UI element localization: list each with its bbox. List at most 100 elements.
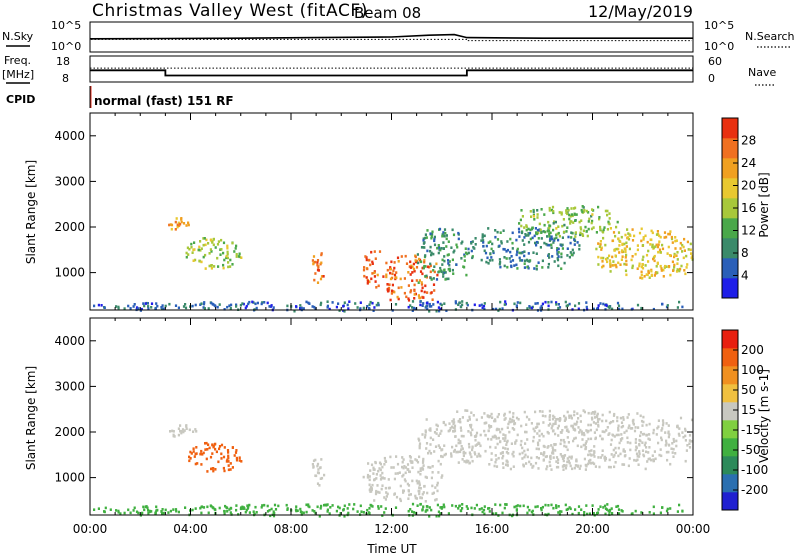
data-cell — [567, 235, 570, 239]
data-cell — [628, 457, 631, 460]
data-cell — [679, 241, 682, 245]
data-cell — [416, 253, 419, 256]
data-cell — [641, 441, 644, 444]
data-cell — [471, 445, 474, 449]
data-cell — [393, 266, 396, 270]
data-cell — [162, 307, 165, 310]
data-cell — [305, 510, 308, 514]
data-cell — [437, 510, 440, 514]
data-cell — [164, 304, 167, 308]
data-cell — [392, 269, 395, 273]
data-cell — [211, 241, 214, 244]
data-cell — [385, 275, 388, 279]
data-cell — [154, 307, 157, 311]
data-cell — [465, 301, 468, 305]
data-cell — [443, 234, 446, 238]
data-cell — [560, 255, 563, 259]
data-cell — [468, 461, 471, 465]
data-cell — [177, 427, 180, 430]
data-cell — [501, 462, 505, 465]
data-cell — [636, 248, 639, 252]
data-cell — [143, 304, 146, 308]
data-cell — [599, 240, 602, 243]
data-cell — [436, 246, 439, 250]
data-cell — [170, 223, 174, 227]
data-cell — [429, 270, 432, 274]
data-cell — [415, 459, 418, 462]
data-cell — [456, 450, 459, 454]
data-cell — [565, 464, 568, 467]
data-cell — [366, 476, 369, 479]
data-cell — [612, 420, 615, 423]
data-cell — [399, 499, 402, 503]
data-cell — [547, 512, 550, 516]
data-cell — [434, 445, 438, 448]
data-cell — [604, 512, 607, 516]
data-cell — [552, 222, 555, 225]
data-cell — [367, 511, 370, 514]
data-cell — [195, 446, 198, 449]
data-cell — [603, 455, 607, 459]
data-cell — [564, 503, 567, 507]
data-cell — [589, 437, 593, 441]
data-cell — [436, 424, 439, 428]
data-cell — [560, 211, 563, 214]
data-cell — [407, 489, 410, 493]
data-cell — [393, 261, 396, 264]
data-cell — [492, 307, 495, 311]
data-cell — [580, 208, 583, 212]
data-cell — [432, 491, 435, 495]
data-cell — [676, 510, 679, 513]
data-cell — [447, 429, 450, 433]
data-cell — [536, 441, 540, 445]
data-cell — [209, 238, 212, 242]
data-cell — [612, 455, 615, 459]
data-cell — [409, 273, 412, 276]
data-cell — [180, 220, 183, 224]
data-cell — [651, 245, 654, 249]
data-cell — [311, 463, 314, 466]
x-tick-label: 16:00 — [475, 522, 510, 536]
data-cell — [202, 243, 205, 247]
data-cell — [413, 297, 416, 300]
data-cell — [475, 431, 479, 435]
data-cell — [205, 238, 208, 242]
data-cell — [426, 307, 429, 311]
data-cell — [272, 514, 276, 518]
data-cell — [481, 235, 484, 238]
data-cell — [522, 504, 525, 508]
data-cell — [213, 443, 216, 446]
data-cell — [413, 289, 416, 293]
data-cell — [556, 258, 560, 262]
data-cell — [526, 455, 529, 459]
data-cell — [642, 415, 645, 419]
data-cell — [383, 511, 386, 514]
data-cell — [542, 458, 545, 461]
data-cell — [670, 235, 673, 239]
data-cell — [513, 264, 516, 267]
data-cell — [468, 418, 471, 421]
data-cell — [505, 443, 508, 446]
freq-label: Freq. — [4, 54, 31, 67]
data-cell — [133, 303, 136, 306]
data-cell — [684, 434, 687, 438]
data-cell — [452, 272, 455, 275]
data-cell — [608, 222, 611, 226]
data-cell — [402, 489, 405, 493]
data-cell — [666, 252, 669, 255]
data-cell — [425, 274, 428, 278]
data-cell — [482, 304, 486, 308]
data-cell — [565, 211, 568, 214]
data-cell — [679, 416, 683, 420]
data-cell — [498, 262, 501, 266]
data-cell — [403, 465, 406, 468]
data-cell — [162, 511, 165, 515]
data-cell — [615, 247, 618, 251]
data-cell — [596, 511, 599, 515]
data-cell — [150, 302, 154, 305]
data-cell — [680, 264, 683, 268]
data-cell — [373, 306, 376, 309]
data-cell — [135, 510, 139, 514]
data-cell — [342, 305, 345, 308]
data-cell — [586, 308, 589, 311]
